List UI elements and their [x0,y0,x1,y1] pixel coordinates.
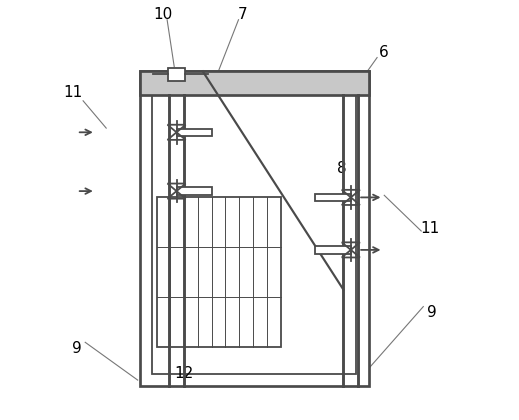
Bar [157,197,280,346]
Bar [176,129,212,136]
Bar [168,68,185,81]
Bar [176,187,212,195]
Bar [315,246,351,254]
Text: 8: 8 [337,160,346,176]
Text: 10: 10 [153,7,172,22]
Text: 9: 9 [72,341,81,356]
Text: 7: 7 [238,7,248,22]
Bar [153,84,356,374]
Text: 11: 11 [63,85,82,100]
Bar [140,71,368,94]
Bar [315,194,351,201]
Text: 12: 12 [174,366,194,381]
Text: 11: 11 [420,221,439,236]
Text: 9: 9 [427,305,436,320]
Text: 6: 6 [378,45,388,60]
Bar [140,71,368,386]
